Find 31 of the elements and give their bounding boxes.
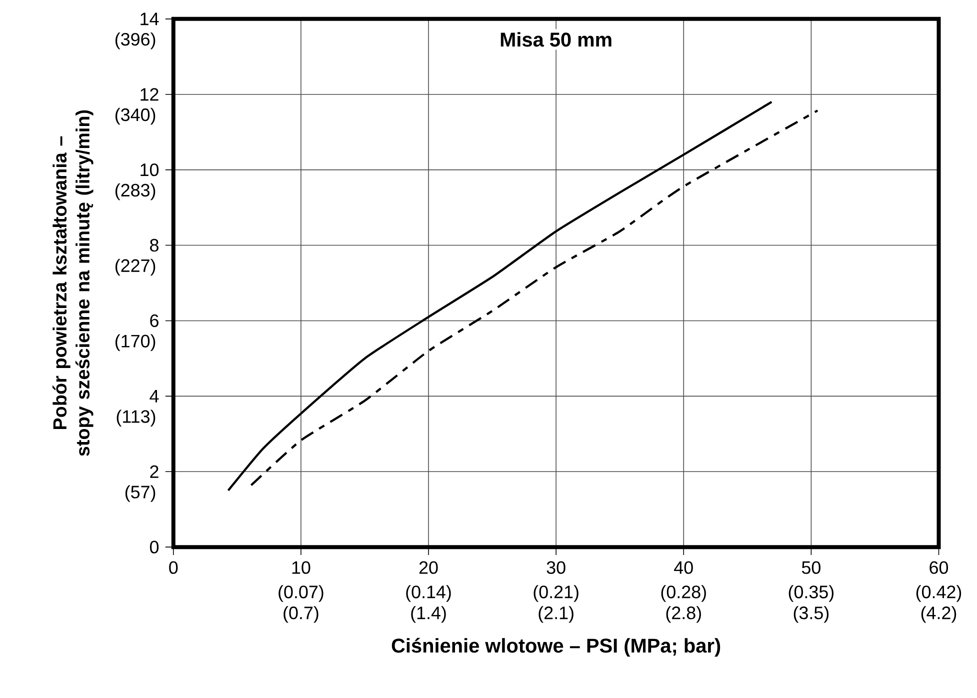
text: (0.21) (2.1) — [534, 585, 578, 624]
text: (113) — [116, 410, 156, 427]
y-axis-title: Pobór powietrza kształtowania – stopy sześcienne na minutę (litry/min) — [52, 110, 94, 456]
x-tick-label: 10 — [292, 561, 310, 574]
y-tick-label: 10 — [140, 164, 159, 176]
text: (57) — [125, 485, 156, 502]
x-tick-label: 0 — [169, 561, 178, 574]
x-axis-title: Ciśnienie wlotowe – PSI (MPa; bar) — [392, 638, 720, 657]
text: (0.14) (1.4) — [406, 585, 451, 624]
text: (0.28) (2.8) — [661, 585, 706, 624]
y-tick-label: 12 — [140, 88, 158, 101]
x-tick-label: 60 — [930, 561, 948, 574]
text: (396) — [115, 32, 156, 50]
text: (0.42) (4.2) — [916, 585, 962, 624]
x-tick-label: 30 — [546, 561, 566, 574]
y-tick-label: 0 — [150, 540, 159, 554]
text: (283) — [115, 184, 156, 200]
x-tick-label: 40 — [674, 561, 693, 574]
text: (227) — [115, 259, 156, 276]
text: (0.07) (0.7) — [278, 585, 324, 624]
y-tick-label: 4 — [150, 390, 159, 403]
y-tick-label: 6 — [150, 314, 158, 328]
y-tick-label: 8 — [150, 239, 158, 252]
text: (340) — [115, 108, 156, 125]
text: Misa 50 mm — [500, 32, 612, 47]
x-tick-label: 20 — [419, 561, 438, 574]
text: (170) — [115, 334, 156, 352]
text: (0.35) (3.5) — [788, 585, 834, 624]
x-tick-label: 50 — [802, 561, 820, 574]
y-tick-label: 14 — [140, 12, 159, 26]
y-tick-label: 2 — [150, 466, 158, 478]
